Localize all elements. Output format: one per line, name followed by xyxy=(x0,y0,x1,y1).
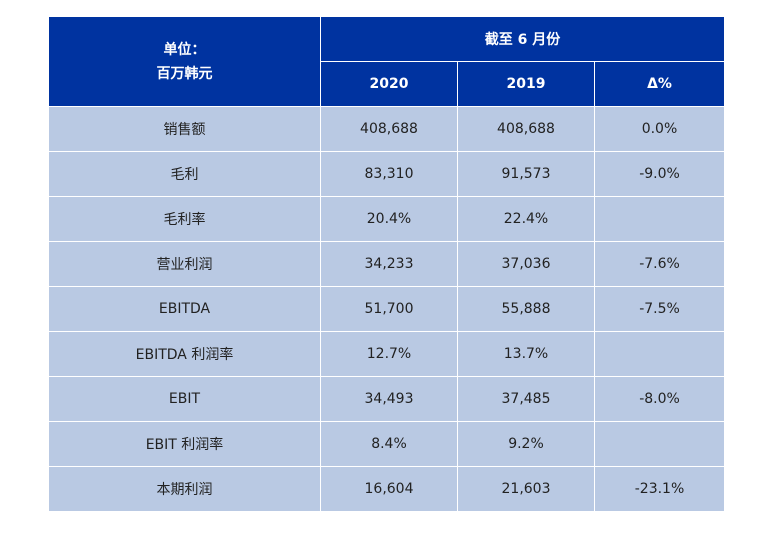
value-2019: 9.2% xyxy=(457,421,595,467)
delta-value: -23.1% xyxy=(594,466,725,512)
table-row: EBIT 34,493 37,485 -8.0% xyxy=(48,376,725,422)
value-2019: 21,603 xyxy=(457,466,595,512)
period-header: 截至 6 月份 xyxy=(320,16,725,62)
table-row: 毛利率 20.4% 22.4% xyxy=(48,196,725,242)
value-2019: 37,036 xyxy=(457,241,595,287)
value-2020: 83,310 xyxy=(320,151,458,197)
row-label: EBITDA 利润率 xyxy=(48,331,321,377)
unit-label: 单位： xyxy=(163,41,206,58)
table-row: 营业利润 34,233 37,036 -7.6% xyxy=(48,241,725,287)
table-row: 销售额 408,688 408,688 0.0% xyxy=(48,106,725,152)
value-2020: 12.7% xyxy=(320,331,458,377)
value-2020: 34,493 xyxy=(320,376,458,422)
row-label: EBIT xyxy=(48,376,321,422)
value-2019: 408,688 xyxy=(457,106,595,152)
row-label: 毛利率 xyxy=(48,196,321,242)
unit-header: 单位： 百万韩元 xyxy=(48,16,321,107)
header-row-bottom: 2020 2019 Δ% xyxy=(49,61,725,107)
year-2019-header: 2019 xyxy=(457,61,595,107)
value-2019: 22.4% xyxy=(457,196,595,242)
table-row: EBIT 利润率 8.4% 9.2% xyxy=(48,421,725,467)
delta-value: -8.0% xyxy=(594,376,725,422)
row-label: 毛利 xyxy=(48,151,321,197)
row-label: EBITDA xyxy=(48,286,321,332)
value-2020: 34,233 xyxy=(320,241,458,287)
value-2019: 37,485 xyxy=(457,376,595,422)
header-row-top: 单位： 百万韩元 截至 6 月份 xyxy=(48,16,725,107)
delta-value: -7.6% xyxy=(594,241,725,287)
delta-value: -9.0% xyxy=(594,151,725,197)
row-label: EBIT 利润率 xyxy=(48,421,321,467)
delta-value xyxy=(594,196,725,242)
delta-value: -7.5% xyxy=(594,286,725,332)
value-2019: 55,888 xyxy=(457,286,595,332)
delta-header: Δ% xyxy=(594,61,725,107)
value-2020: 16,604 xyxy=(320,466,458,512)
row-label: 销售额 xyxy=(48,106,321,152)
table-row: 毛利 83,310 91,573 -9.0% xyxy=(48,151,725,197)
delta-value xyxy=(594,331,725,377)
delta-value: 0.0% xyxy=(594,106,725,152)
value-2020: 20.4% xyxy=(320,196,458,242)
delta-value xyxy=(594,421,725,467)
table-header: 单位： 百万韩元 截至 6 月份 2020 2019 Δ% xyxy=(48,16,725,107)
row-label: 本期利润 xyxy=(48,466,321,512)
table-row: EBITDA 利润率 12.7% 13.7% xyxy=(48,331,725,377)
value-2020: 8.4% xyxy=(320,421,458,467)
value-2019: 13.7% xyxy=(457,331,595,377)
row-label: 营业利润 xyxy=(48,241,321,287)
table-body: 销售额 408,688 408,688 0.0% 毛利 83,310 91,57… xyxy=(48,106,725,512)
financial-table: 单位： 百万韩元 截至 6 月份 2020 2019 Δ% 销售额 408,68… xyxy=(48,16,725,512)
year-2020-header: 2020 xyxy=(320,61,458,107)
value-2019: 91,573 xyxy=(457,151,595,197)
value-2020: 51,700 xyxy=(320,286,458,332)
currency-label: 百万韩元 xyxy=(156,65,213,82)
table-row: EBITDA 51,700 55,888 -7.5% xyxy=(48,286,725,332)
table-row: 本期利润 16,604 21,603 -23.1% xyxy=(48,466,725,512)
value-2020: 408,688 xyxy=(320,106,458,152)
